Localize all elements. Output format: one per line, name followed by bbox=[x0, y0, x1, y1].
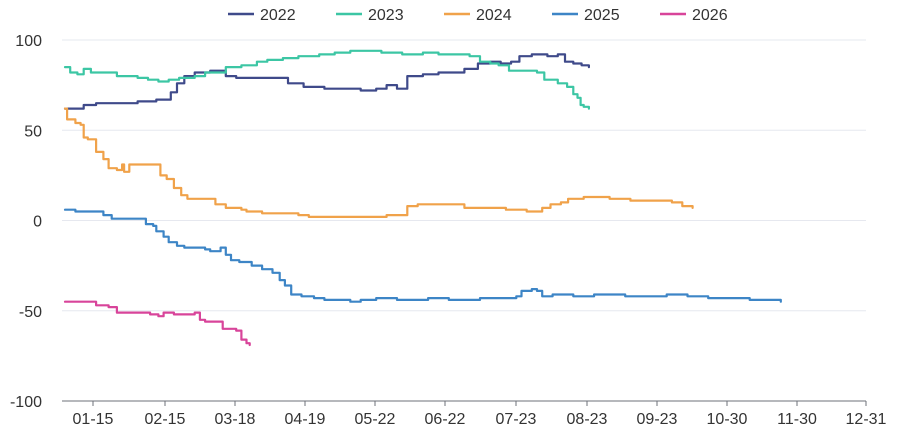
y-tick-label: -50 bbox=[19, 304, 42, 321]
x-tick-label: 11-30 bbox=[777, 411, 817, 428]
legend-item-2026[interactable]: 2026 bbox=[660, 7, 728, 24]
x-tick-label: 03-18 bbox=[215, 411, 256, 428]
x-axis: 01-15 02-15 03-18 04-19 05-22 06-22 07-23 08-23… bbox=[73, 401, 887, 428]
y-tick-label: 0 bbox=[33, 214, 42, 231]
y-tick-label: -100 bbox=[10, 394, 42, 411]
x-tick-label: 07-23 bbox=[496, 411, 537, 428]
legend-item-2023[interactable]: 2023 bbox=[336, 7, 404, 24]
x-tick-label: 05-22 bbox=[355, 411, 396, 428]
x-tick-label: 08-23 bbox=[567, 411, 608, 428]
grid bbox=[62, 39, 866, 402]
series-line-2023 bbox=[63, 49, 590, 110]
y-axis: 100 50 0 -50 -100 bbox=[10, 33, 42, 411]
series-line-2025 bbox=[63, 208, 782, 303]
legend-label: 2026 bbox=[692, 7, 728, 24]
series-line-2026 bbox=[63, 300, 251, 347]
x-tick-label: 04-19 bbox=[285, 411, 326, 428]
x-tick-label: 12-31 bbox=[846, 411, 887, 428]
legend-label: 2022 bbox=[260, 7, 296, 24]
series-group bbox=[63, 49, 782, 347]
x-tick-label: 06-22 bbox=[425, 411, 466, 428]
x-tick-label: 02-15 bbox=[145, 411, 186, 428]
legend-label: 2024 bbox=[476, 7, 512, 24]
x-tick-label: 09-23 bbox=[637, 411, 678, 428]
series-line-2022 bbox=[63, 53, 590, 110]
legend: 2022 2023 2024 2025 2026 bbox=[228, 7, 728, 24]
legend-item-2022[interactable]: 2022 bbox=[228, 7, 296, 24]
y-tick-label: 100 bbox=[15, 33, 42, 50]
series-line-2024 bbox=[63, 107, 694, 218]
y-tick-label: 50 bbox=[24, 123, 42, 140]
legend-label: 2025 bbox=[584, 7, 620, 24]
legend-item-2024[interactable]: 2024 bbox=[444, 7, 512, 24]
legend-item-2025[interactable]: 2025 bbox=[552, 7, 620, 24]
x-tick-label: 10-30 bbox=[707, 411, 748, 428]
legend-label: 2023 bbox=[368, 7, 404, 24]
x-tick-label: 01-15 bbox=[73, 411, 114, 428]
